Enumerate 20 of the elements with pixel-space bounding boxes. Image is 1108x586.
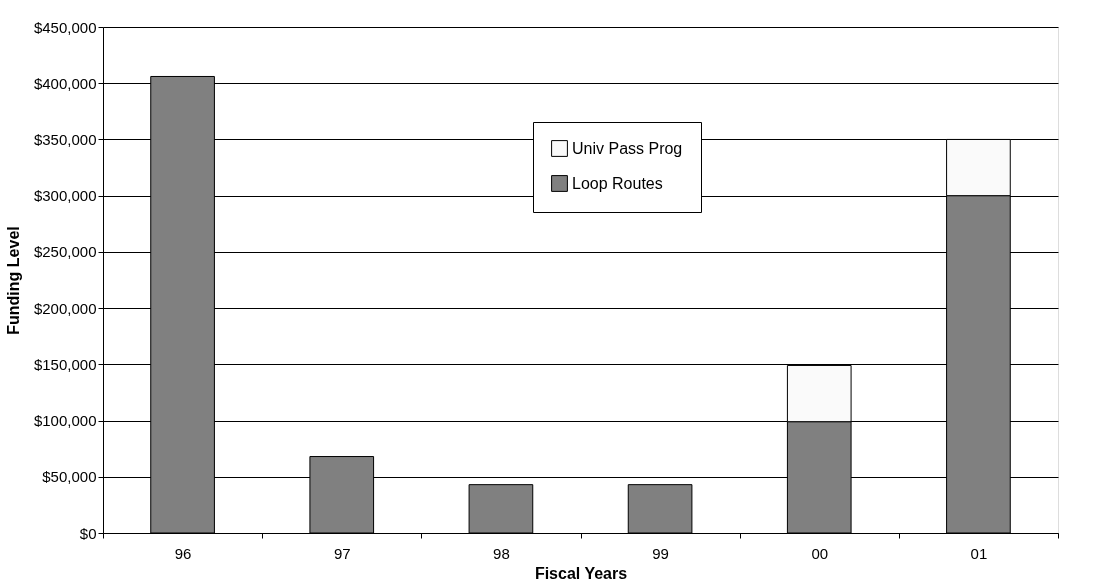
x-axis-title: Fiscal Years [534,564,628,582]
x-tick-label: 98 [493,544,510,562]
legend-label: Univ Pass Prog [572,139,683,157]
x-tick-label: 96 [174,544,192,562]
y-tick-label: $450,000 [33,18,97,36]
y-tick-label: $200,000 [33,299,97,317]
y-tick-label: $250,000 [33,243,97,261]
legend-label: Loop Routes [572,174,663,192]
y-tick-label: $0 [79,524,97,542]
x-tick-label: 99 [652,544,669,562]
y-tick-label: $350,000 [33,130,97,148]
x-tick-label: 01 [970,544,988,562]
y-axis-title: Funding Level [4,226,22,335]
y-tick-label: $400,000 [33,74,97,92]
y-tick-label: $50,000 [42,468,97,486]
y-tick-label: $100,000 [33,412,97,430]
y-tick-label: $300,000 [33,187,97,205]
x-tick-label: 97 [333,544,351,562]
y-tick-label: $150,000 [33,355,97,373]
x-tick-label: 00 [811,544,829,562]
